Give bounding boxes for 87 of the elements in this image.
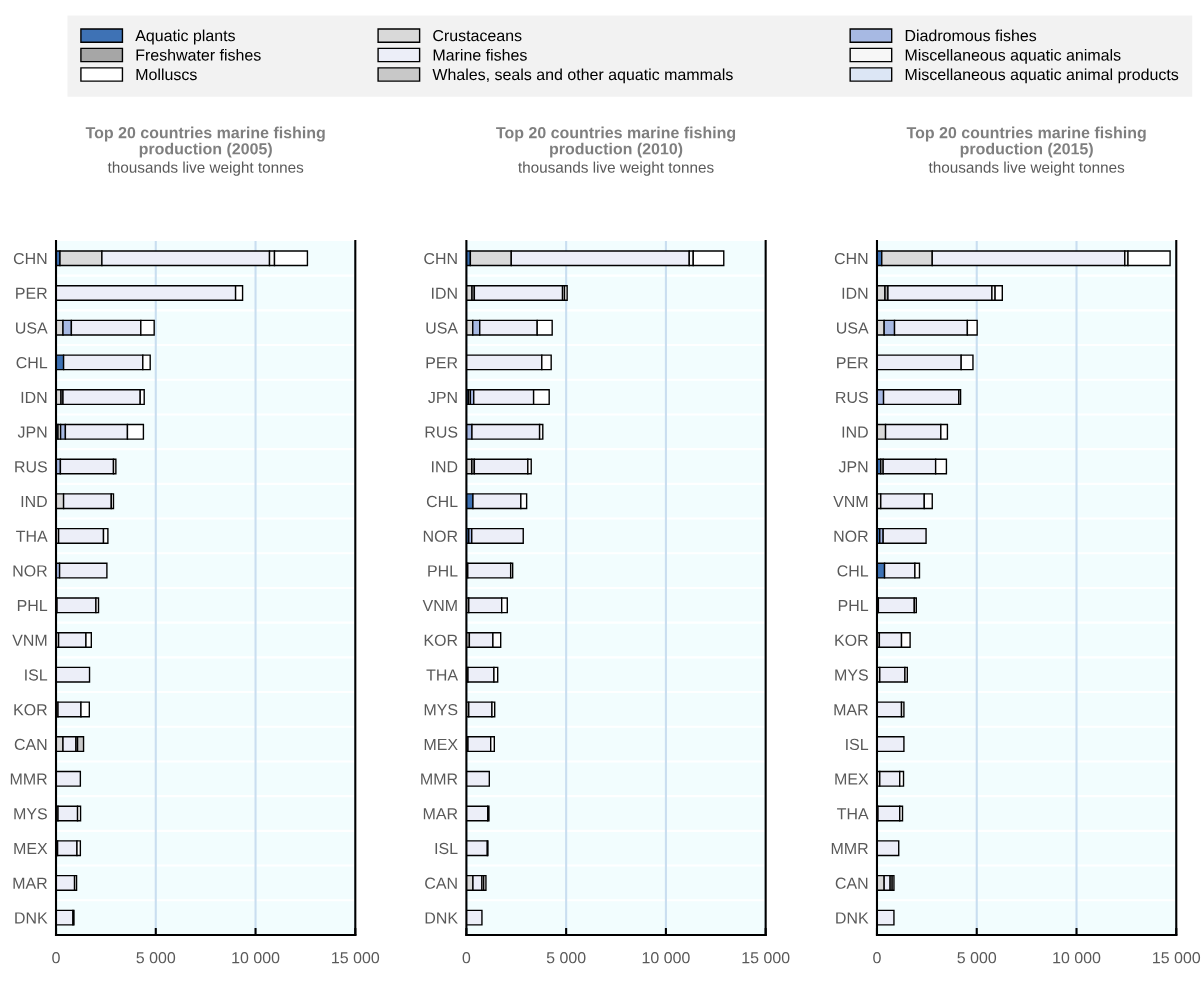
y-tick-label: THA [837, 808, 869, 820]
y-tick-label: VNM [422, 600, 457, 612]
y-tick-label: KOR [424, 634, 458, 646]
y-tick-label: USA [837, 322, 869, 334]
x-tick-label: 0 [52, 952, 60, 964]
legend-label: Marine fishes [433, 48, 527, 61]
legend-label: Whales, seals and other aquatic mammals [432, 68, 733, 84]
y-tick-label: THA [426, 669, 459, 681]
chart-title: Top 20 countries marine fishing production (2005) [85, 126, 325, 158]
y-tick-label: PER [837, 357, 868, 369]
x-tick-label: 10 000 [642, 952, 690, 964]
x-tick-label: 5 000 [136, 952, 176, 964]
y-tick-label: MYS [835, 669, 868, 681]
y-tick-label: DNK [15, 912, 48, 924]
y-tick-label: MYS [424, 704, 458, 716]
x-tick-label: 15 000 [1153, 952, 1201, 964]
y-tick-label: JPN [838, 461, 868, 473]
y-tick-label: ISL [435, 842, 458, 855]
x-tick-label: 0 [873, 952, 881, 964]
y-tick-label: CHN [834, 252, 868, 265]
y-tick-label: PHL [17, 600, 48, 612]
y-tick-label: MMR [421, 773, 458, 785]
y-tick-label: IND [842, 426, 868, 438]
chart-title: Top 20 countries marine fishing production (2015) [906, 126, 1146, 158]
y-tick-label: KOR [14, 704, 47, 716]
y-tick-label: IND [432, 461, 458, 473]
y-tick-label: IDN [432, 287, 457, 299]
y-tick-label: DNK [836, 912, 869, 924]
y-tick-label: CAN [835, 877, 868, 889]
x-tick-label: 10 000 [1053, 952, 1101, 964]
y-tick-label: IDN [21, 391, 47, 403]
y-tick-label: MAR [834, 704, 868, 716]
y-tick-label: RUS [836, 391, 868, 404]
y-tick-label: USA [16, 322, 48, 334]
y-tick-label: PHL [838, 600, 869, 612]
y-tick-label: JPN [17, 426, 47, 438]
y-tick-label: MEX [424, 738, 458, 750]
x-tick-label: 10 000 [232, 952, 280, 964]
legend-label: Miscellaneous aquatic animals [905, 48, 1121, 64]
y-tick-label: NOR [834, 530, 868, 542]
y-tick-label: MAR [423, 808, 458, 820]
x-tick-label: 15 000 [742, 952, 790, 964]
y-tick-label: THA [16, 530, 48, 542]
y-tick-label: CHL [837, 565, 869, 577]
y-tick-label: RUS [425, 426, 458, 438]
y-tick-label: PER [16, 287, 47, 299]
chart-subtitle: thousands live weight tonnes [107, 161, 304, 176]
y-tick-label: CHL [426, 495, 458, 508]
y-tick-label: CAN [425, 877, 457, 889]
y-tick-label: VNM [833, 495, 868, 507]
legend-label: Crustaceans [433, 29, 522, 42]
legend-label: Aquatic plants [135, 29, 235, 45]
x-tick-label: 5 000 [546, 952, 586, 964]
y-tick-label: MMR [831, 843, 868, 854]
y-tick-label: RUS [15, 461, 47, 473]
y-tick-label: MEX [14, 843, 48, 854]
legend-label: Molluscs [136, 68, 197, 81]
y-tick-label: MYS [14, 808, 47, 820]
y-tick-label: DNK [425, 912, 458, 924]
chart-subtitle: thousands live weight tonnes [518, 161, 714, 176]
y-tick-label: ISL [846, 738, 869, 751]
y-tick-label: CHN [424, 252, 457, 265]
y-tick-label: MMR [10, 773, 47, 785]
legend-label: Miscellaneous aquatic animal products [905, 68, 1179, 84]
y-tick-label: VNM [12, 634, 47, 646]
y-tick-label: MAR [13, 877, 47, 889]
y-tick-label: IND [21, 495, 47, 507]
y-tick-label: KOR [835, 634, 868, 646]
y-tick-label: IDN [842, 287, 868, 299]
y-tick-label: NOR [13, 565, 47, 577]
y-tick-label: CAN [14, 738, 47, 751]
y-tick-label: ISL [25, 669, 48, 681]
y-tick-label: JPN [428, 391, 457, 404]
legend-label: Diadromous fishes [905, 29, 1037, 42]
y-tick-label: NOR [423, 530, 458, 542]
y-tick-label: USA [426, 322, 459, 334]
x-tick-label: 15 000 [332, 952, 380, 964]
y-tick-label: CHL [16, 357, 48, 369]
y-tick-label: MEX [835, 773, 869, 785]
y-tick-label: PHL [428, 565, 458, 577]
chart-title: Top 20 countries marine fishing production (2010) [496, 126, 736, 158]
x-tick-label: 0 [462, 952, 471, 964]
chart-subtitle: thousands live weight tonnes [928, 161, 1125, 176]
legend-label: Freshwater fishes [136, 48, 261, 61]
x-tick-label: 5 000 [957, 952, 997, 964]
y-tick-label: PER [426, 357, 458, 369]
y-tick-label: CHN [13, 252, 47, 265]
